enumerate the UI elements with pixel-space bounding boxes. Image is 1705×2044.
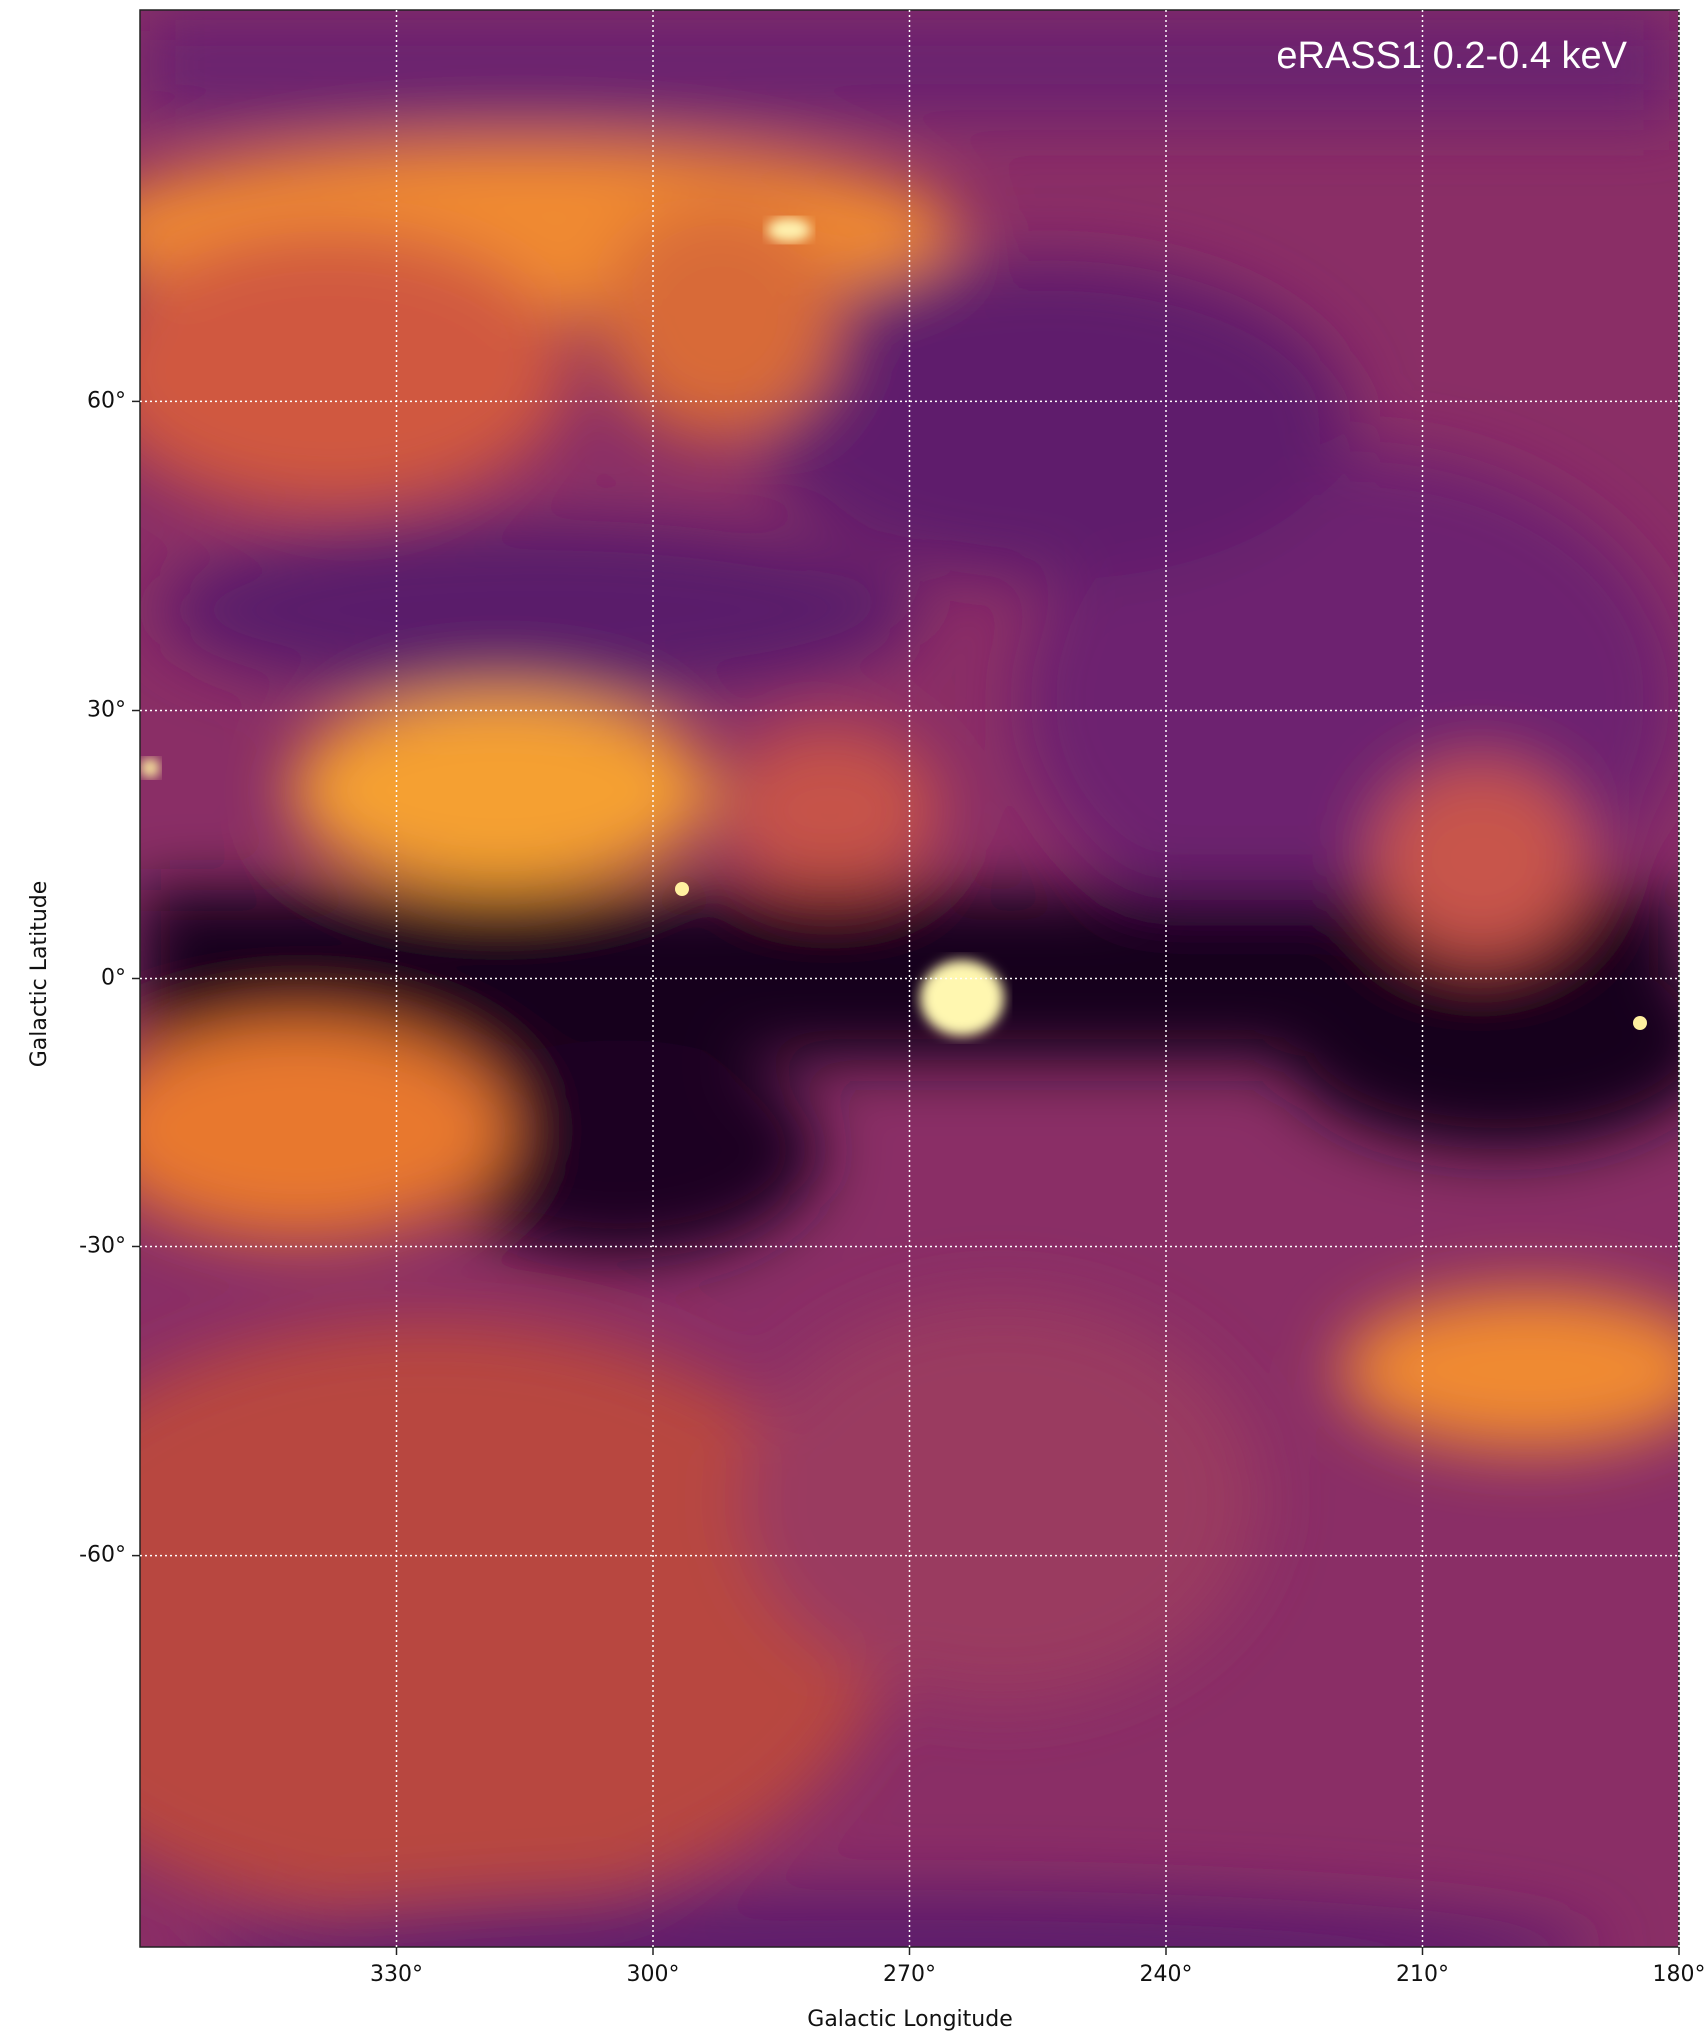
x-tick-label: 300° xyxy=(627,1962,680,1987)
x-tick-label: 330° xyxy=(370,1962,423,1987)
sky-map xyxy=(0,10,1705,2010)
x-tick-label: 240° xyxy=(1140,1962,1193,1987)
x-tick-label: 180° xyxy=(1653,1962,1705,1987)
y-tick-label: 30° xyxy=(87,698,126,723)
y-axis-label: Galactic Latitude xyxy=(27,881,52,1068)
y-tick-label: -30° xyxy=(79,1233,126,1258)
y-tick-label: 0° xyxy=(101,966,126,991)
y-tick-label: 60° xyxy=(87,388,126,413)
x-tick-label: 270° xyxy=(883,1962,936,1987)
x-axis-label: Galactic Longitude xyxy=(807,2007,1012,2032)
chart: eRASS1 0.2-0.4 keV Galactic Longitude Ga… xyxy=(0,0,1705,2040)
chart-title: eRASS1 0.2-0.4 keV xyxy=(1276,35,1627,77)
x-tick-label: 210° xyxy=(1396,1962,1449,1987)
y-tick-label: -60° xyxy=(79,1543,126,1568)
